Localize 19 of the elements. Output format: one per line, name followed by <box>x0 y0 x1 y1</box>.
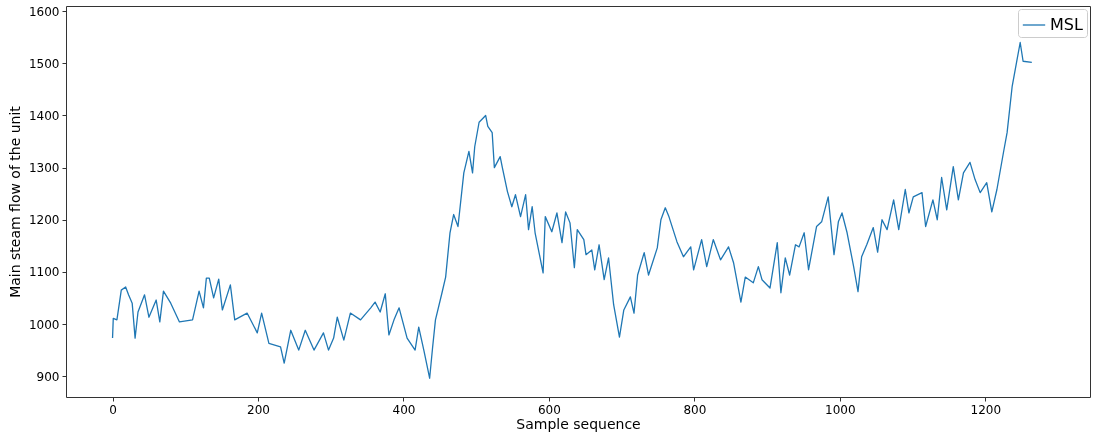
line-series <box>111 41 1033 379</box>
y-tick-label: 1100 <box>28 265 60 280</box>
y-tick-label: 1300 <box>28 161 60 176</box>
x-tick-label: 800 <box>683 402 707 417</box>
y-tick-label: 1600 <box>28 4 60 19</box>
y-axis-title: Main steam flow of the unit <box>6 105 23 298</box>
legend-label: MSL <box>1050 15 1083 34</box>
x-tick-label: 1000 <box>825 402 856 417</box>
x-tick-label: 600 <box>537 402 561 417</box>
x-axis-title: Sample sequence <box>516 415 641 432</box>
y-tick-label: 1400 <box>28 108 60 123</box>
y-tick-label: 900 <box>36 369 60 384</box>
x-tick-label: 200 <box>247 402 270 417</box>
x-tick-label: 0 <box>109 402 117 417</box>
y-tick-label: 1200 <box>28 213 60 228</box>
x-tick-label: 400 <box>392 402 416 417</box>
y-tick-label: 1500 <box>28 56 60 71</box>
x-tick-label: 1200 <box>970 402 1002 417</box>
y-tick-label: 1000 <box>28 317 60 332</box>
